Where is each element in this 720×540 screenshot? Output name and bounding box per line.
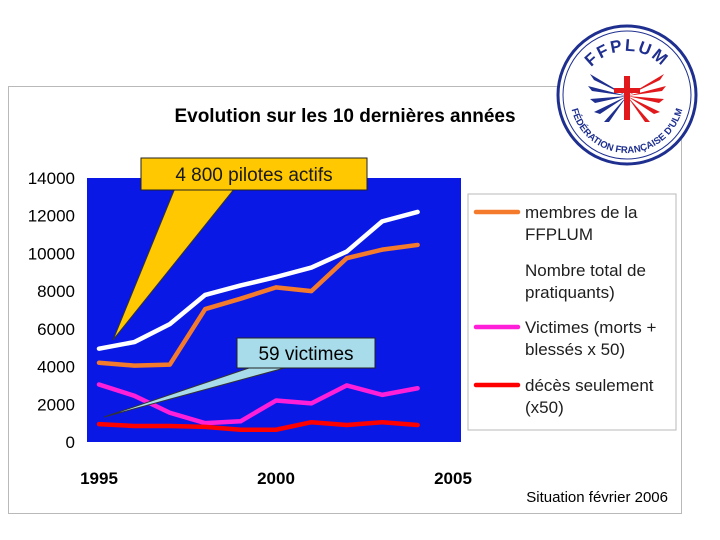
chart-title: Evolution sur les 10 dernières années xyxy=(174,106,515,127)
y-tick-label: 6000 xyxy=(37,320,75,339)
legend-label: Nombre total de pratiquants) xyxy=(525,261,646,302)
y-tick-label: 4000 xyxy=(37,358,75,377)
series-line-4 xyxy=(96,419,420,432)
x-tick-label: 2000 xyxy=(257,469,295,488)
y-tick-label: 12000 xyxy=(28,207,75,226)
callout-pilotes: 4 800 pilotes actifs xyxy=(112,157,368,341)
y-tick-label: 8000 xyxy=(37,282,75,301)
series-line-2 xyxy=(96,209,420,351)
callout-pilotes-box xyxy=(140,157,368,191)
logo-emblem xyxy=(588,74,666,122)
y-axis: 0 2000 4000 6000 8000 10000 12000 14000 xyxy=(28,169,75,452)
legend-label: Victimes (morts + blessés x 50) xyxy=(525,318,657,359)
plot-area xyxy=(87,178,461,442)
callout-pilotes-text: 4 800 pilotes actifs xyxy=(175,165,332,186)
x-tick-label: 2005 xyxy=(434,469,472,488)
legend: membres de la FFPLUM Nombre total de pratiq… xyxy=(473,203,657,417)
footer-note: Situation février 2006 xyxy=(526,489,668,506)
callout-victimes-text: 59 victimes xyxy=(258,344,353,365)
legend-box xyxy=(467,193,677,431)
callout-victimes-box xyxy=(236,337,376,369)
ffplum-logo: FFPLUM FÉDÉRATION FRANÇAISE D'ULM xyxy=(556,24,698,166)
y-tick-label: 2000 xyxy=(37,395,75,414)
x-axis: 1995 2000 2005 xyxy=(80,469,472,488)
callout-victimes: 59 victimes xyxy=(103,337,376,418)
y-tick-label: 10000 xyxy=(28,244,75,263)
series-line-1 xyxy=(96,242,420,368)
legend-label: décès seulement (x50) xyxy=(525,376,654,417)
y-tick-label: 14000 xyxy=(28,169,75,188)
legend-label: membres de la FFPLUM xyxy=(525,203,638,244)
x-tick-label: 1995 xyxy=(80,469,118,488)
y-tick-label: 0 xyxy=(66,433,75,452)
